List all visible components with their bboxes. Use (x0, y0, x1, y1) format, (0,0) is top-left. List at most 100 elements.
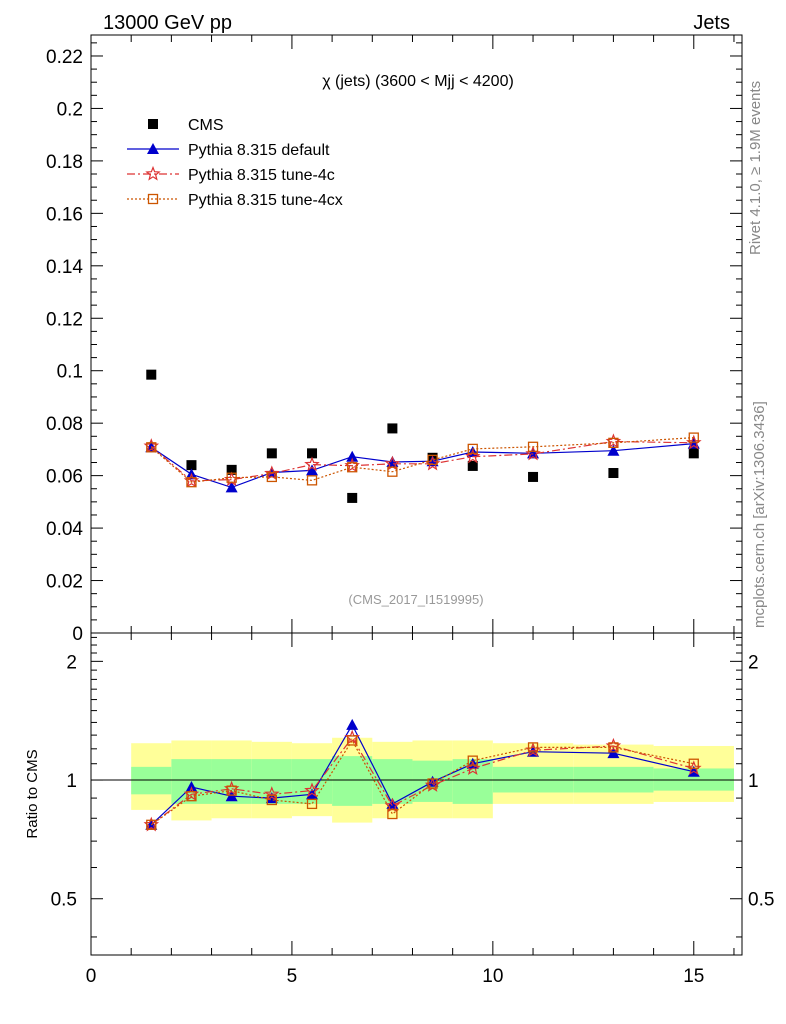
cms-data-point (467, 460, 478, 471)
tune4cx-marker (467, 755, 478, 766)
cms-data-point (688, 448, 699, 459)
tune4cx-marker (608, 437, 619, 448)
ratio-tune4c-line (150, 736, 694, 826)
y-tick-label: 0.2 (57, 99, 83, 120)
cms-data-point (608, 468, 619, 479)
default-marker (607, 444, 620, 456)
ratio-y-tick-label: 2 (66, 652, 77, 673)
tune4c-marker (304, 782, 320, 798)
y-tick-label: 0.16 (46, 204, 83, 225)
x-tick-label: 5 (287, 966, 298, 987)
ratio-panel: 0.5 0.5 1 1 2 2 Ratio to CMS (24, 632, 775, 956)
ratio-series (143, 718, 702, 832)
tune4cx-marker (688, 758, 699, 769)
tune4cx-marker (427, 778, 438, 789)
tune4cx-marker (146, 819, 157, 830)
ratio-uncertainty-bands (131, 737, 734, 823)
main-series (143, 369, 702, 503)
y-tick-label: 0.06 (46, 467, 83, 488)
x-tick-label: 10 (482, 966, 503, 987)
x-tick-label: 15 (683, 966, 704, 987)
tune4cx-marker (688, 432, 699, 443)
y-tick-label: 0.12 (46, 309, 83, 330)
main-axis-ticks (90, 35, 742, 955)
analysis-watermark: (CMS_2017_I1519995) (348, 592, 483, 607)
rivet-version-label: Rivet 4.1.0, ≥ 1.9M events (747, 81, 764, 255)
main-y-tick-labels: 0 0.02 0.04 0.06 0.08 0.1 0.12 0.14 0.16 0.18 0.2 0… (46, 47, 83, 645)
tune4cx-marker (527, 742, 539, 753)
legend: CMS Pythia 8.315 default Pythia 8.315 tune… (127, 117, 343, 209)
legend-entry-default: Pythia 8.315 default (127, 142, 330, 159)
tune4cx-marker (387, 466, 398, 477)
tune4cx-marker (186, 791, 197, 802)
ratio-series-tune4cx (146, 735, 699, 830)
chart-title: χ (jets) (3600 < Mjj < 4200) (322, 73, 514, 90)
tune4cx-marker (146, 442, 157, 453)
tune4cx-line (150, 437, 694, 483)
header-category-label: Jets (693, 12, 730, 34)
tune4cx-marker (347, 735, 358, 746)
tune4cx-marker (527, 441, 539, 452)
tune4cx-marker (467, 443, 478, 455)
legend-label: CMS (188, 117, 224, 134)
ratio-y-tick-label: 0.5 (51, 890, 77, 911)
default-marker (607, 747, 620, 759)
cms-data-point (226, 464, 237, 475)
legend-entry-tune4cx: Pythia 8.315 tune-4cx (127, 192, 343, 209)
cms-data-point (146, 369, 157, 380)
legend-entry-tune4c: Pythia 8.315 tune-4c (127, 165, 335, 184)
default-marker (306, 464, 319, 476)
legend-label: Pythia 8.315 default (188, 142, 330, 159)
main-panel: 0 0.02 0.04 0.06 0.08 0.1 0.12 0.14 0.16 0.18 0.2 0… (46, 34, 743, 955)
ratio-y-tick-label: 1 (66, 771, 77, 792)
series-tune4cx (146, 432, 699, 488)
band-inner (131, 766, 172, 795)
y-tick-label: 0.1 (57, 362, 83, 383)
tune4cx-marker (608, 742, 619, 753)
tune4c-marker (384, 797, 401, 813)
tune4c-line (150, 440, 694, 482)
tune4cx-marker (266, 471, 277, 483)
series-cms (146, 369, 699, 503)
tune4c-marker (304, 456, 320, 472)
cms-data-point (266, 448, 277, 459)
tune4cx-marker (186, 477, 197, 488)
ratio-y-axis-label: Ratio to CMS (24, 749, 41, 838)
tune4cx-marker (266, 794, 277, 806)
cms-data-point (347, 492, 358, 503)
default-marker (346, 450, 359, 462)
tune4cx-marker (347, 462, 358, 473)
cms-data-point (186, 460, 197, 471)
default-marker (147, 143, 159, 154)
tune4c-marker (145, 165, 161, 181)
tune4cx-marker (306, 475, 318, 486)
default-marker (346, 718, 359, 730)
tune4c-marker (264, 786, 280, 801)
tune4cx-marker (306, 798, 318, 810)
default-line (150, 443, 694, 489)
band-inner (332, 756, 373, 806)
x-tick-label: 0 (86, 966, 97, 987)
tune4cx-marker (427, 454, 438, 466)
ratio-tune4cx-line (150, 739, 694, 826)
y-tick-label: 0.02 (46, 572, 83, 593)
y-tick-label: 0 (72, 624, 83, 645)
ratio-y-tick-labels: 0.5 0.5 1 1 2 2 (51, 652, 775, 910)
tune4cx-marker (226, 785, 237, 796)
y-tick-label: 0.18 (46, 152, 83, 173)
ratio-y-tick-label: 0.5 (748, 890, 774, 911)
tune4c-marker (465, 448, 481, 464)
legend-entry-cms: CMS (148, 117, 224, 134)
tune4cx-marker (147, 193, 159, 205)
y-tick-label: 0.08 (46, 414, 83, 435)
tune4cx-marker (387, 808, 398, 820)
ratio-axis-ticks (91, 636, 742, 938)
tune4c-marker (465, 760, 481, 776)
legend-label: Pythia 8.315 tune-4c (188, 167, 335, 184)
header-energy-label: 13000 GeV pp (103, 12, 232, 34)
ratio-plot-frame (90, 632, 743, 956)
legend-label: Pythia 8.315 tune-4cx (188, 192, 343, 209)
x-tick-labels: 0 5 10 15 (86, 966, 705, 987)
ratio-default-line (150, 723, 694, 826)
